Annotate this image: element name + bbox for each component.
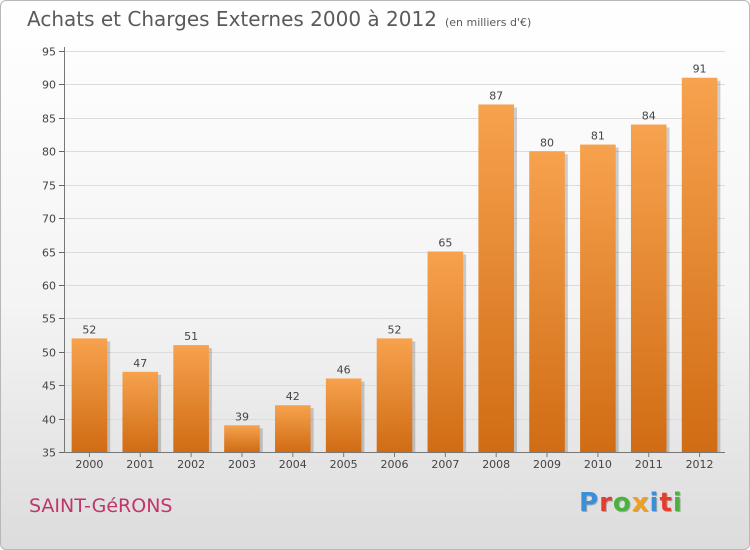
- y-tick-label: 65: [42, 247, 56, 260]
- x-tick-label: 2009: [533, 458, 561, 471]
- y-tick-label: 40: [42, 414, 56, 427]
- bar-value-label: 52: [82, 323, 96, 336]
- chart-title: Achats et Charges Externes 2000 à 2012 (e…: [27, 7, 531, 31]
- logo-letter: t: [659, 488, 673, 518]
- logo-letter: x: [631, 488, 650, 518]
- x-tick-label: 2007: [431, 458, 459, 471]
- y-tick-label: 70: [42, 213, 56, 226]
- x-tick-label: 2012: [686, 458, 714, 471]
- bar-2002: [173, 345, 209, 452]
- y-tick-label: 75: [42, 180, 56, 193]
- labels: 35 40 45 50 55 60 65 70 75 80 85 90 95 52 2000 47 2001 51…: [42, 46, 714, 472]
- bars: [71, 77, 721, 453]
- bar-value-label: 81: [591, 130, 605, 143]
- bar-value-label: 91: [693, 63, 707, 76]
- bar-2001: [122, 371, 159, 452]
- x-tick-label: 2011: [635, 458, 663, 471]
- bar-value-label: 39: [235, 410, 249, 423]
- x-tick-label: 2006: [381, 458, 409, 471]
- bar-2007: [427, 251, 464, 452]
- logo-letter: o: [612, 488, 632, 518]
- y-tick-label: 50: [42, 347, 56, 360]
- y-tick-label: 35: [42, 447, 56, 460]
- x-tick-label: 2001: [126, 458, 154, 471]
- y-tick-label: 90: [42, 79, 56, 92]
- x-tick-label: 2000: [75, 458, 103, 471]
- bar-value-label: 84: [642, 110, 656, 123]
- bar-value-label: 52: [388, 323, 402, 336]
- chart-title-text: Achats et Charges Externes 2000 à 2012: [27, 7, 437, 31]
- logo-letter: P: [579, 488, 600, 518]
- bar-2006: [376, 338, 413, 452]
- x-tick-label: 2005: [330, 458, 358, 471]
- bar-2010: [580, 144, 616, 453]
- proxiti-logo[interactable]: Proxiti: [579, 488, 683, 518]
- bar-value-label: 51: [184, 330, 198, 343]
- x-tick-label: 2004: [279, 458, 307, 471]
- logo-letter: i: [649, 488, 660, 518]
- bar-2012: [681, 77, 718, 452]
- bar-2009: [529, 151, 565, 452]
- x-tick-label: 2003: [228, 458, 256, 471]
- bar-value-label: 80: [540, 136, 554, 149]
- bar-value-label: 65: [438, 237, 452, 250]
- logo-letter: i: [672, 488, 683, 518]
- bar-2000: [71, 338, 108, 452]
- y-tick-label: 85: [42, 113, 56, 126]
- bar-value-label: 47: [133, 357, 147, 370]
- place-name: SAINT-GéRONS: [29, 495, 173, 517]
- logo-letter: r: [599, 488, 613, 518]
- x-tick-label: 2008: [482, 458, 510, 471]
- bar-2011: [630, 124, 667, 453]
- y-tick-label: 95: [42, 46, 56, 59]
- x-tick-label: 2002: [177, 458, 205, 471]
- bar-2005: [325, 378, 362, 452]
- x-tick-label: 2010: [584, 458, 612, 471]
- y-tick-label: 80: [42, 146, 56, 159]
- y-tick-label: 55: [42, 313, 56, 326]
- bar-value-label: 87: [489, 89, 503, 102]
- axes: [59, 47, 725, 457]
- y-tick-label: 60: [42, 280, 56, 293]
- bar-value-label: 42: [286, 390, 300, 403]
- chart-subtitle: (en milliers d'€): [444, 16, 532, 29]
- y-tick-label: 45: [42, 380, 56, 393]
- bar-2003: [224, 425, 260, 452]
- bar-2004: [275, 405, 311, 452]
- bar-2008: [478, 104, 514, 452]
- bar-value-label: 46: [337, 363, 351, 376]
